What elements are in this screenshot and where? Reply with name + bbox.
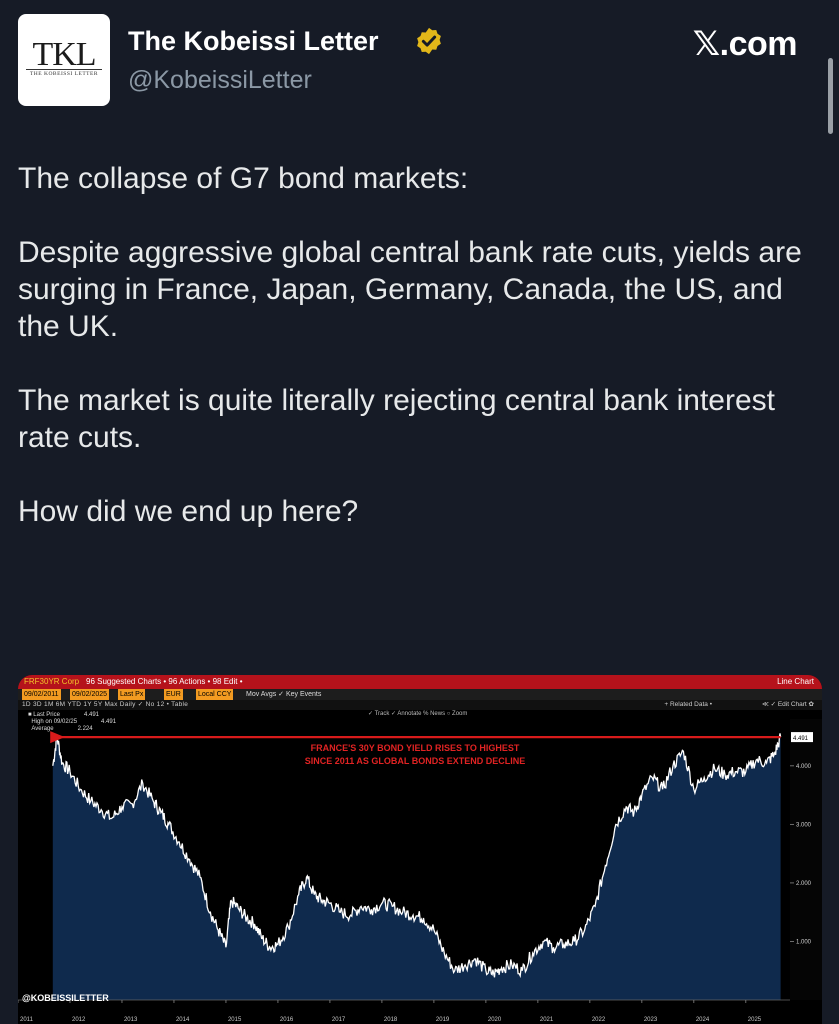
- terminal-menu: 96 Suggested Charts • 96 Actions • 98 Ed…: [86, 677, 243, 686]
- post-body: The collapse of G7 bond markets: Despite…: [18, 160, 808, 530]
- annotation-line-2: SINCE 2011 AS GLOBAL BONDS EXTEND DECLIN…: [304, 756, 526, 766]
- post-paragraph-3: The market is quite literally rejecting …: [18, 384, 776, 454]
- x-tick-label: 2019: [436, 1017, 450, 1023]
- last-value-label: 4.491: [793, 736, 809, 742]
- x-tick-label: 2011: [20, 1017, 34, 1023]
- y-tick-label: 1.000: [796, 939, 812, 945]
- chart-annotation: FRANCE'S 30Y BOND YIELD RISES TO HIGHEST…: [270, 742, 560, 768]
- terminal-menubar: FRF30YR Corp 96 Suggested Charts • 96 Ac…: [18, 675, 822, 689]
- x-tick-label: 2014: [176, 1017, 190, 1023]
- terminal-chart-type: Line Chart: [777, 677, 814, 686]
- terminal-edit-chart: ≪ ✓ Edit Chart ✿: [761, 701, 814, 708]
- x-tick-label: 2025: [748, 1017, 762, 1023]
- x-tick-label: 2020: [488, 1017, 502, 1023]
- annotation-line-1: FRANCE'S 30Y BOND YIELD RISES TO HIGHEST: [310, 743, 520, 753]
- x-tick-label: 2012: [72, 1017, 86, 1023]
- post-header: TKL THE KOBEISSI LETTER The Kobeissi Let…: [18, 14, 839, 106]
- terminal-local: Local CCY: [196, 689, 234, 700]
- y-tick-label: 4.000: [796, 764, 812, 770]
- x-tick-label: 2013: [124, 1017, 138, 1023]
- chart-watermark: @KOBEISSILETTER: [22, 993, 109, 1003]
- terminal-toolbar2: Mov Avgs ✓ Key Events: [246, 691, 322, 698]
- terminal-ticker: FRF30YR Corp: [24, 677, 80, 686]
- avatar-subtitle: THE KOBEISSI LETTER: [29, 71, 99, 77]
- chart-image[interactable]: FRF30YR Corp 96 Suggested Charts • 96 Ac…: [18, 675, 822, 1024]
- x-tick-label: 2024: [696, 1017, 710, 1023]
- terminal-related: + Related Data •: [664, 701, 712, 708]
- yield-chart: 1.000 2.000 3.000 4.000 4.491 2011 2012 2013 201…: [18, 719, 822, 1023]
- verified-badge-icon: [417, 27, 441, 55]
- terminal-range-bar: 1D 3D 1M 6M YTD 1Y 5Y Max Daily ✓ No 12 …: [18, 700, 822, 710]
- high-line-arrow: [50, 731, 65, 744]
- x-tick-label: 2017: [332, 1017, 346, 1023]
- y-tick-label: 2.000: [796, 881, 812, 887]
- legend-row: ■ Last Price 4.491: [28, 712, 99, 718]
- terminal-date-from: 09/02/2011: [22, 689, 61, 700]
- terminal-ranges: 1D 3D 1M 6M YTD 1Y 5Y Max Daily ✓ No 12 …: [22, 701, 189, 708]
- x-tick-label: 2016: [280, 1017, 294, 1023]
- avatar-rule: [26, 69, 102, 70]
- post-paragraph-4: How did we end up here?: [18, 495, 359, 528]
- y-axis-panel: [790, 719, 822, 1000]
- post-paragraph-2: Despite aggressive global central bank r…: [18, 236, 802, 343]
- series-line: [52, 733, 782, 979]
- scrollbar[interactable]: [828, 58, 833, 134]
- x-tick-label: 2021: [540, 1017, 554, 1023]
- avatar[interactable]: TKL THE KOBEISSI LETTER: [18, 14, 110, 106]
- x-tick-label: 2018: [384, 1017, 398, 1023]
- x-tick-label: 2023: [644, 1017, 658, 1023]
- terminal-tools: ✓ Track ✓ Annotate % News ○ Zoom: [368, 711, 468, 717]
- terminal-field: Last Px: [118, 689, 146, 700]
- terminal-settings-bar: 09/02/2011 09/02/2025 Last Px EUR Local …: [18, 689, 822, 700]
- terminal-ccy: EUR: [164, 689, 183, 700]
- last-value-tag: [791, 732, 813, 743]
- post-paragraph-1: The collapse of G7 bond markets:: [18, 162, 469, 195]
- x-tick-label: 2015: [228, 1017, 242, 1023]
- x-tick-label: 2022: [592, 1017, 606, 1023]
- terminal-tools-bar: ✓ Track ✓ Annotate % News ○ Zoom: [18, 710, 822, 719]
- avatar-monogram: TKL: [32, 36, 96, 73]
- author-handle[interactable]: @KobeissiLetter: [128, 66, 312, 94]
- x-logo: 𝕏.com: [692, 25, 798, 63]
- legend-row: Average 2.224: [31, 726, 93, 732]
- y-tick-label: 3.000: [796, 822, 812, 828]
- series-area: [52, 733, 781, 1000]
- terminal-date-to: 09/02/2025: [70, 689, 110, 700]
- legend-row: High on 09/02/25 4.491: [31, 719, 117, 725]
- author-name[interactable]: The Kobeissi Letter: [128, 26, 379, 56]
- chart-legend: ■ Last Price 4.491 High on 09/02/25 4.491 …: [28, 712, 116, 733]
